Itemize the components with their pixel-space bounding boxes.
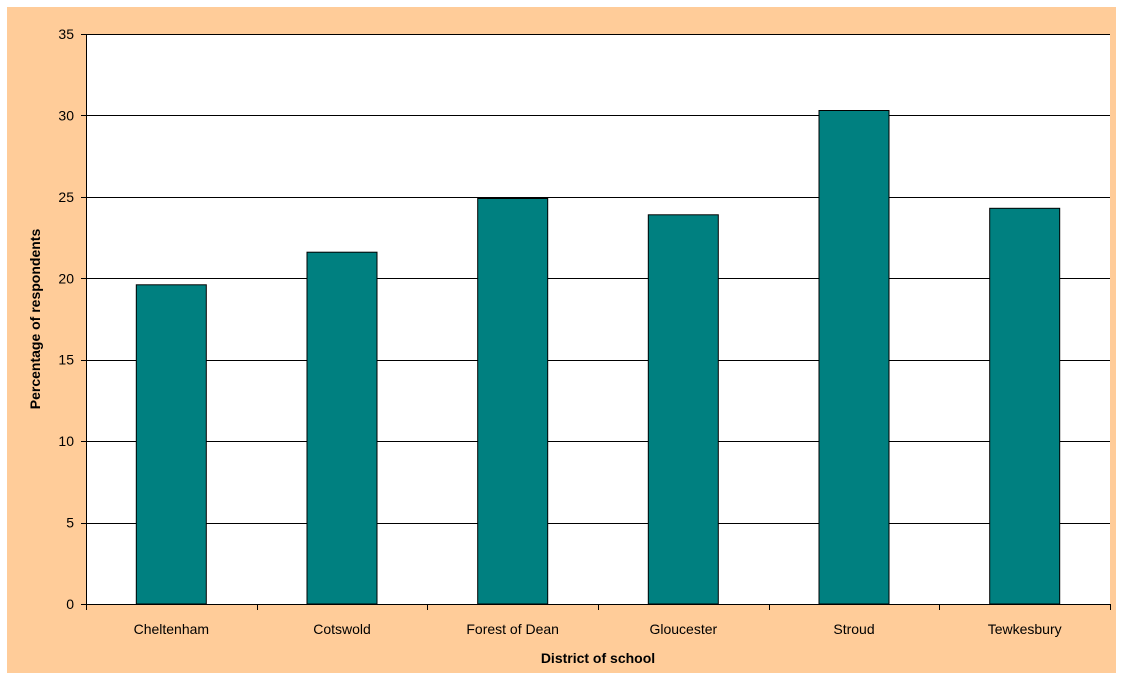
bar-stroud — [818, 110, 890, 605]
y-axis-title: Percentage of respondents — [27, 229, 43, 410]
axes — [81, 34, 1111, 610]
bar-cheltenham — [135, 284, 207, 605]
y-tick-label-10: 10 — [58, 433, 74, 449]
y-tick-label-30: 30 — [58, 107, 74, 123]
bar-gloucester — [647, 214, 719, 605]
y-tick-label-25: 25 — [58, 189, 74, 205]
x-tick-label-cotswold: Cotswold — [313, 621, 371, 637]
x-tick-label-gloucester: Gloucester — [649, 621, 717, 637]
bar-tewkesbury — [989, 207, 1061, 605]
y-tick-label-20: 20 — [58, 270, 74, 286]
x-tick-label-tewkesbury: Tewkesbury — [988, 621, 1062, 637]
y-tick-label-35: 35 — [58, 26, 74, 42]
x-axis-title: District of school — [541, 650, 655, 666]
y-tick-label-15: 15 — [58, 352, 74, 368]
plot-area — [86, 34, 1110, 604]
tick-labels: 0 5 10 15 20 25 30 35 Cheltenham Cotswold Forest o… — [58, 26, 1061, 637]
x-tick-label-stroud: Stroud — [833, 621, 874, 637]
gridlines — [86, 34, 1110, 524]
y-tick-label-0: 0 — [66, 596, 74, 612]
x-tick-label-cheltenham: Cheltenham — [134, 621, 210, 637]
bar-cotswold — [306, 251, 378, 605]
y-tick-label-5: 5 — [66, 515, 74, 531]
bar-forest-of-dean — [477, 198, 549, 605]
x-tick-label-forest-of-dean: Forest of Dean — [466, 621, 559, 637]
